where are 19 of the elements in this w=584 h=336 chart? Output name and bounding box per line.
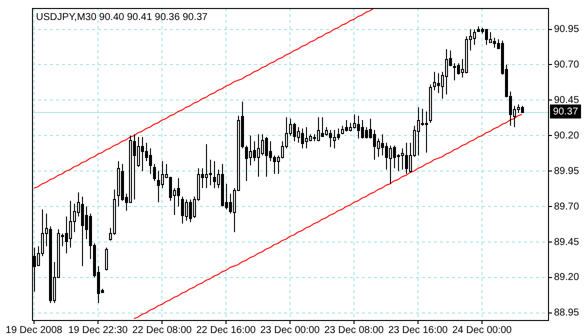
- x-tick-label: 19 Dec 2008: [6, 324, 63, 336]
- y-tick-label: 89.95: [554, 166, 580, 177]
- x-tick-label: 22 Dec 08:00: [132, 324, 192, 336]
- x-tick-label: 19 Dec 22:30: [68, 324, 128, 336]
- x-tick-label: 23 Dec 08:00: [324, 324, 384, 336]
- y-tick-label: 90.70: [554, 59, 580, 70]
- y-tick-label: 89.20: [554, 272, 580, 284]
- x-tick-label: 23 Dec 00:00: [260, 324, 320, 336]
- y-tick-label: 90.45: [554, 94, 580, 106]
- ref-line-label: 90.37: [553, 106, 578, 118]
- chart-title: USDJPY,M30 90.40 90.41 90.36 90.37: [36, 12, 208, 23]
- y-tick-label: 89.45: [554, 236, 580, 248]
- y-tick-label: 88.95: [554, 308, 580, 319]
- x-tick-label: 22 Dec 16:00: [196, 324, 256, 336]
- y-tick-label: 89.70: [554, 201, 580, 212]
- x-tick-label: 23 Dec 16:00: [388, 324, 448, 336]
- y-tick-label: 90.20: [554, 130, 580, 142]
- x-tick-label: 24 Dec 00:00: [452, 324, 512, 336]
- y-tick-label: 90.95: [554, 24, 580, 36]
